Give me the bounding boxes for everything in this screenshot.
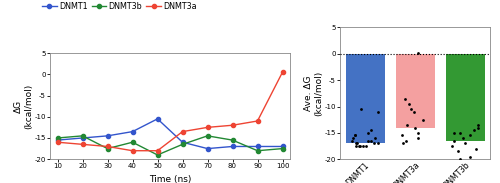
Point <box>460 137 468 140</box>
Bar <box>396 54 434 128</box>
Point <box>356 145 364 147</box>
Bar <box>346 54 385 143</box>
DNMT1 <box>180 141 186 143</box>
Point <box>414 137 422 140</box>
Point <box>401 97 409 100</box>
Point <box>352 134 360 137</box>
Point <box>466 155 473 158</box>
DNMT3b <box>54 137 60 139</box>
Point <box>353 142 361 145</box>
Point <box>461 142 469 145</box>
DNMT1 <box>154 118 160 120</box>
Point <box>414 51 422 54</box>
Point <box>367 139 375 142</box>
Point <box>348 137 356 140</box>
Point <box>450 139 458 142</box>
DNMT3a <box>280 71 285 73</box>
Point <box>374 142 382 145</box>
Point <box>474 124 482 126</box>
Point <box>456 158 464 161</box>
Point <box>352 134 360 137</box>
DNMT1 <box>280 145 285 147</box>
Point <box>456 131 464 134</box>
DNMT3b <box>80 135 86 137</box>
DNMT3b <box>104 147 110 150</box>
DNMT1 <box>230 145 235 147</box>
Y-axis label: ΔG
(kcal/mol): ΔG (kcal/mol) <box>14 83 33 129</box>
Line: DNMT3a: DNMT3a <box>56 70 284 153</box>
Line: DNMT1: DNMT1 <box>56 117 284 151</box>
Point <box>372 137 380 140</box>
DNMT1 <box>204 147 210 150</box>
DNMT3b <box>180 143 186 145</box>
DNMT1 <box>80 137 86 139</box>
Point <box>408 108 416 111</box>
Point <box>374 110 382 113</box>
Point <box>454 150 462 153</box>
DNMT3a <box>180 130 186 133</box>
Point <box>472 147 480 150</box>
Point <box>352 145 360 147</box>
Point <box>359 145 367 147</box>
Point <box>448 145 456 147</box>
DNMT1 <box>54 139 60 141</box>
Point <box>402 124 410 126</box>
Point <box>402 139 410 142</box>
Point <box>355 145 363 147</box>
Point <box>470 129 478 132</box>
DNMT3a <box>54 141 60 143</box>
Point <box>474 126 482 129</box>
Point <box>364 131 372 134</box>
DNMT3a <box>80 143 86 145</box>
X-axis label: Time (ns): Time (ns) <box>149 175 191 183</box>
DNMT3b <box>154 154 160 156</box>
Point <box>414 131 422 134</box>
Point <box>419 118 427 121</box>
Point <box>364 139 372 142</box>
DNMT3b <box>204 135 210 137</box>
Legend: DNMT1, DNMT3b, DNMT3a: DNMT1, DNMT3b, DNMT3a <box>42 2 197 11</box>
Point <box>466 134 474 137</box>
DNMT3b <box>254 150 260 152</box>
DNMT3b <box>280 147 285 150</box>
DNMT3b <box>230 139 235 141</box>
Point <box>352 142 360 145</box>
Point <box>398 134 406 137</box>
Point <box>358 108 366 111</box>
Point <box>412 126 420 129</box>
Point <box>370 142 378 145</box>
Point <box>348 139 356 142</box>
Y-axis label: Ave. ΔG
(kcal/mol): Ave. ΔG (kcal/mol) <box>304 71 323 116</box>
DNMT3a <box>154 150 160 152</box>
DNMT3b <box>130 141 136 143</box>
Point <box>362 145 370 147</box>
Bar <box>446 54 484 141</box>
Line: DNMT3b: DNMT3b <box>56 134 284 157</box>
Point <box>410 110 418 113</box>
DNMT3a <box>104 145 110 147</box>
DNMT3a <box>254 120 260 122</box>
DNMT1 <box>104 135 110 137</box>
Point <box>399 142 407 145</box>
DNMT1 <box>130 130 136 133</box>
DNMT3a <box>130 150 136 152</box>
DNMT1 <box>254 145 260 147</box>
DNMT3a <box>204 126 210 128</box>
Point <box>450 131 458 134</box>
Point <box>405 102 413 105</box>
Point <box>368 129 376 132</box>
DNMT3a <box>230 124 235 126</box>
